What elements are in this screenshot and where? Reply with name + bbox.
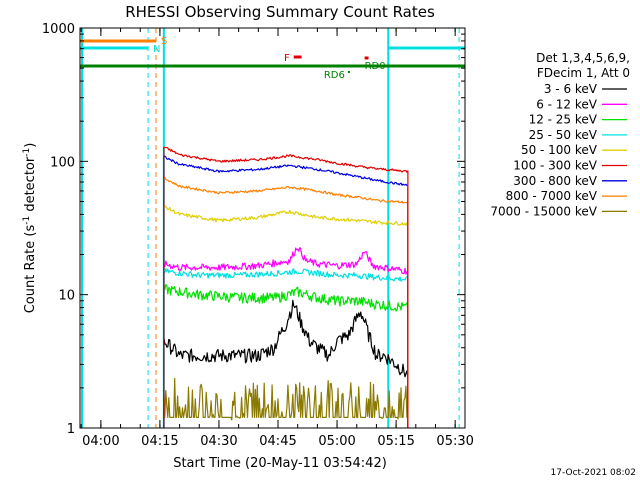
x-tick-label: 05:15: [377, 434, 414, 449]
series-line-6-12keV: [163, 247, 409, 428]
legend-label: 25 - 50 keV: [529, 128, 598, 142]
flag-rd6-dot: [347, 71, 350, 73]
series-line-3-6keV: [163, 299, 409, 428]
x-tick-label: 04:15: [141, 434, 178, 449]
x-tick-label: 04:00: [82, 434, 119, 449]
legend-label: 800 - 7000 keV: [506, 189, 598, 203]
legend-label: 100 - 300 keV: [513, 159, 597, 173]
legend-label: 7000 - 15000 keV: [490, 204, 597, 218]
y-tick-label: 10: [58, 289, 75, 304]
legend-label: 12 - 25 keV: [529, 113, 598, 127]
series-line-12-25keV: [163, 283, 409, 428]
series-line-50-100keV: [163, 204, 409, 428]
legend-label: 6 - 12 keV: [536, 97, 598, 111]
plot-frame: [79, 27, 466, 429]
series-line-25-50keV: [163, 268, 409, 428]
series-line-100-300keV: [163, 146, 409, 428]
legend-label: 3 - 6 keV: [544, 82, 598, 96]
series-line-800-7000keV: [163, 176, 409, 428]
series-line-300-800keV: [163, 155, 409, 428]
timestamp: 17-Oct-2021 08:02: [551, 468, 636, 478]
x-tick-label: 05:30: [436, 434, 473, 449]
flag-rd6-label: RD6: [324, 70, 345, 81]
flag-s-label: S: [161, 36, 167, 47]
flag-f-label: F: [284, 53, 290, 64]
legend-label: 300 - 800 keV: [513, 174, 597, 188]
x-tick-label: 05:00: [318, 434, 355, 449]
legend-label: 50 - 100 keV: [521, 143, 598, 157]
plot-area: SN F RD0 RD6 1 10 100 1000 04:00 04:15 04:30 04:45 0…: [42, 22, 474, 449]
y-tick-label: 100: [50, 155, 75, 170]
y-axis-label: Count Rate (s-1 detector-1): [22, 143, 38, 314]
chart-title: RHESSI Observing Summary Count Rates: [125, 3, 435, 21]
y-tick-label: 1000: [42, 22, 75, 37]
flag-rd0-label: RD0: [365, 61, 386, 72]
series-line-7000-15000keV: [163, 377, 409, 428]
x-tick-label: 04:45: [259, 434, 296, 449]
legend-header-line-1: Det 1,3,4,5,6,9,: [536, 51, 630, 65]
y-tick-label: 1: [67, 422, 75, 437]
x-axis-label: Start Time (20-May-11 03:54:42): [173, 456, 387, 471]
legend-header-line-2: FDecim 1, Att 0: [537, 66, 630, 80]
flag-n-label: N: [153, 44, 160, 55]
x-tick-label: 04:30: [200, 434, 237, 449]
